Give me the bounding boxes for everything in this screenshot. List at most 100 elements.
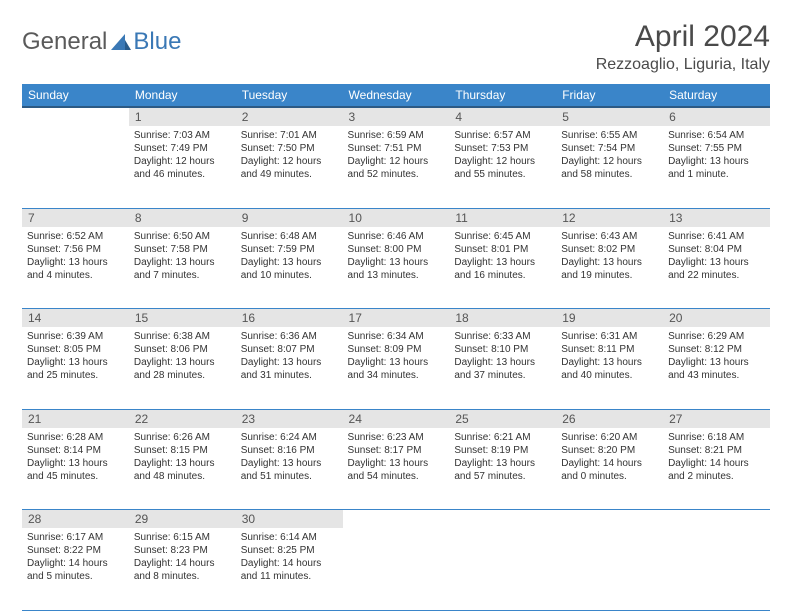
day-cell-line: Sunset: 7:59 PM: [241, 243, 338, 256]
day-cell-line: Sunrise: 7:03 AM: [134, 129, 231, 142]
day-cell-line: Sunset: 7:56 PM: [27, 243, 124, 256]
day-cell-line: Sunrise: 6:26 AM: [134, 431, 231, 444]
day-cell-line: Sunset: 8:21 PM: [668, 444, 765, 457]
day-number: 19: [556, 309, 663, 328]
day-cell-line: Sunrise: 6:21 AM: [454, 431, 551, 444]
day-cell-line: Sunset: 8:04 PM: [668, 243, 765, 256]
day-cell-line: Sunrise: 6:38 AM: [134, 330, 231, 343]
day-cell: Sunrise: 6:43 AMSunset: 8:02 PMDaylight:…: [556, 227, 663, 309]
day-cell-line: Daylight: 12 hours: [241, 155, 338, 168]
day-cell-line: Daylight: 12 hours: [134, 155, 231, 168]
day-cell: Sunrise: 6:15 AMSunset: 8:23 PMDaylight:…: [129, 528, 236, 610]
day-number: 3: [343, 107, 450, 126]
day-cell-line: and 22 minutes.: [668, 269, 765, 282]
day-cell-line: and 2 minutes.: [668, 470, 765, 483]
day-content-row: Sunrise: 7:03 AMSunset: 7:49 PMDaylight:…: [22, 126, 770, 208]
day-cell-line: Sunset: 8:07 PM: [241, 343, 338, 356]
location: Rezzoaglio, Liguria, Italy: [596, 56, 770, 74]
day-number: 8: [129, 208, 236, 227]
day-cell-line: Sunrise: 6:48 AM: [241, 230, 338, 243]
day-number: 6: [663, 107, 770, 126]
day-cell-line: Daylight: 13 hours: [561, 256, 658, 269]
day-cell-line: Sunset: 8:16 PM: [241, 444, 338, 457]
calendar-body: 123456Sunrise: 7:03 AMSunset: 7:49 PMDay…: [22, 107, 770, 610]
day-cell-line: and 58 minutes.: [561, 168, 658, 181]
day-cell-line: Sunrise: 6:43 AM: [561, 230, 658, 243]
day-number: 17: [343, 309, 450, 328]
day-number: 11: [449, 208, 556, 227]
day-cell-line: Daylight: 14 hours: [134, 557, 231, 570]
day-cell-line: Daylight: 14 hours: [27, 557, 124, 570]
day-number: 9: [236, 208, 343, 227]
day-cell-line: Daylight: 13 hours: [27, 356, 124, 369]
day-cell-line: and 16 minutes.: [454, 269, 551, 282]
day-cell: Sunrise: 6:48 AMSunset: 7:59 PMDaylight:…: [236, 227, 343, 309]
day-cell-line: Daylight: 13 hours: [241, 356, 338, 369]
day-cell-line: Daylight: 13 hours: [668, 356, 765, 369]
day-cell-line: Sunrise: 6:59 AM: [348, 129, 445, 142]
day-number: 22: [129, 409, 236, 428]
day-cell: Sunrise: 7:03 AMSunset: 7:49 PMDaylight:…: [129, 126, 236, 208]
day-number-row: 78910111213: [22, 208, 770, 227]
day-cell-line: Sunset: 8:09 PM: [348, 343, 445, 356]
day-cell: Sunrise: 6:17 AMSunset: 8:22 PMDaylight:…: [22, 528, 129, 610]
day-cell-line: Sunset: 8:19 PM: [454, 444, 551, 457]
day-cell-line: Sunrise: 6:55 AM: [561, 129, 658, 142]
day-number: [556, 510, 663, 529]
day-cell-line: and 25 minutes.: [27, 369, 124, 382]
day-cell-line: Sunset: 7:58 PM: [134, 243, 231, 256]
day-number: 15: [129, 309, 236, 328]
day-cell-line: Sunrise: 6:36 AM: [241, 330, 338, 343]
day-cell-line: and 28 minutes.: [134, 369, 231, 382]
day-cell: [22, 126, 129, 208]
day-cell-line: Sunrise: 6:57 AM: [454, 129, 551, 142]
day-cell: Sunrise: 6:46 AMSunset: 8:00 PMDaylight:…: [343, 227, 450, 309]
day-cell-line: Sunrise: 6:23 AM: [348, 431, 445, 444]
day-cell-line: and 10 minutes.: [241, 269, 338, 282]
weekday-header: Saturday: [663, 84, 770, 107]
day-cell-line: Sunset: 8:17 PM: [348, 444, 445, 457]
day-cell-line: Sunset: 7:53 PM: [454, 142, 551, 155]
day-number-row: 14151617181920: [22, 309, 770, 328]
day-number-row: 21222324252627: [22, 409, 770, 428]
calendar-table: SundayMondayTuesdayWednesdayThursdayFrid…: [22, 84, 770, 611]
month-title: April 2024: [596, 20, 770, 54]
day-cell-line: Sunrise: 6:24 AM: [241, 431, 338, 444]
day-cell-line: Sunrise: 6:54 AM: [668, 129, 765, 142]
day-cell-line: Sunset: 8:10 PM: [454, 343, 551, 356]
day-number: [449, 510, 556, 529]
day-cell-line: Daylight: 13 hours: [348, 457, 445, 470]
day-cell-line: Daylight: 14 hours: [241, 557, 338, 570]
day-cell: Sunrise: 6:28 AMSunset: 8:14 PMDaylight:…: [22, 428, 129, 510]
weekday-header: Friday: [556, 84, 663, 107]
day-cell-line: Sunset: 7:55 PM: [668, 142, 765, 155]
day-cell: Sunrise: 6:45 AMSunset: 8:01 PMDaylight:…: [449, 227, 556, 309]
day-content-row: Sunrise: 6:52 AMSunset: 7:56 PMDaylight:…: [22, 227, 770, 309]
day-cell-line: and 5 minutes.: [27, 570, 124, 583]
day-cell-line: Daylight: 13 hours: [561, 356, 658, 369]
day-content-row: Sunrise: 6:39 AMSunset: 8:05 PMDaylight:…: [22, 327, 770, 409]
day-number: 26: [556, 409, 663, 428]
logo: General Blue: [22, 28, 181, 56]
day-number: 24: [343, 409, 450, 428]
day-cell: Sunrise: 6:24 AMSunset: 8:16 PMDaylight:…: [236, 428, 343, 510]
day-cell-line: and 46 minutes.: [134, 168, 231, 181]
day-cell-line: Daylight: 13 hours: [348, 256, 445, 269]
day-cell-line: Sunrise: 6:17 AM: [27, 531, 124, 544]
day-cell-line: and 19 minutes.: [561, 269, 658, 282]
day-number: 30: [236, 510, 343, 529]
day-cell-line: Sunrise: 6:20 AM: [561, 431, 658, 444]
day-cell-line: Sunset: 7:50 PM: [241, 142, 338, 155]
weekday-header: Wednesday: [343, 84, 450, 107]
day-cell-line: Daylight: 13 hours: [454, 457, 551, 470]
day-number-row: 123456: [22, 107, 770, 126]
day-cell-line: Sunset: 8:05 PM: [27, 343, 124, 356]
day-cell-line: and 54 minutes.: [348, 470, 445, 483]
day-number: 10: [343, 208, 450, 227]
day-cell: Sunrise: 6:20 AMSunset: 8:20 PMDaylight:…: [556, 428, 663, 510]
day-cell-line: and 45 minutes.: [27, 470, 124, 483]
day-cell-line: Daylight: 13 hours: [668, 256, 765, 269]
day-number: 25: [449, 409, 556, 428]
day-number: [343, 510, 450, 529]
day-cell-line: and 48 minutes.: [134, 470, 231, 483]
